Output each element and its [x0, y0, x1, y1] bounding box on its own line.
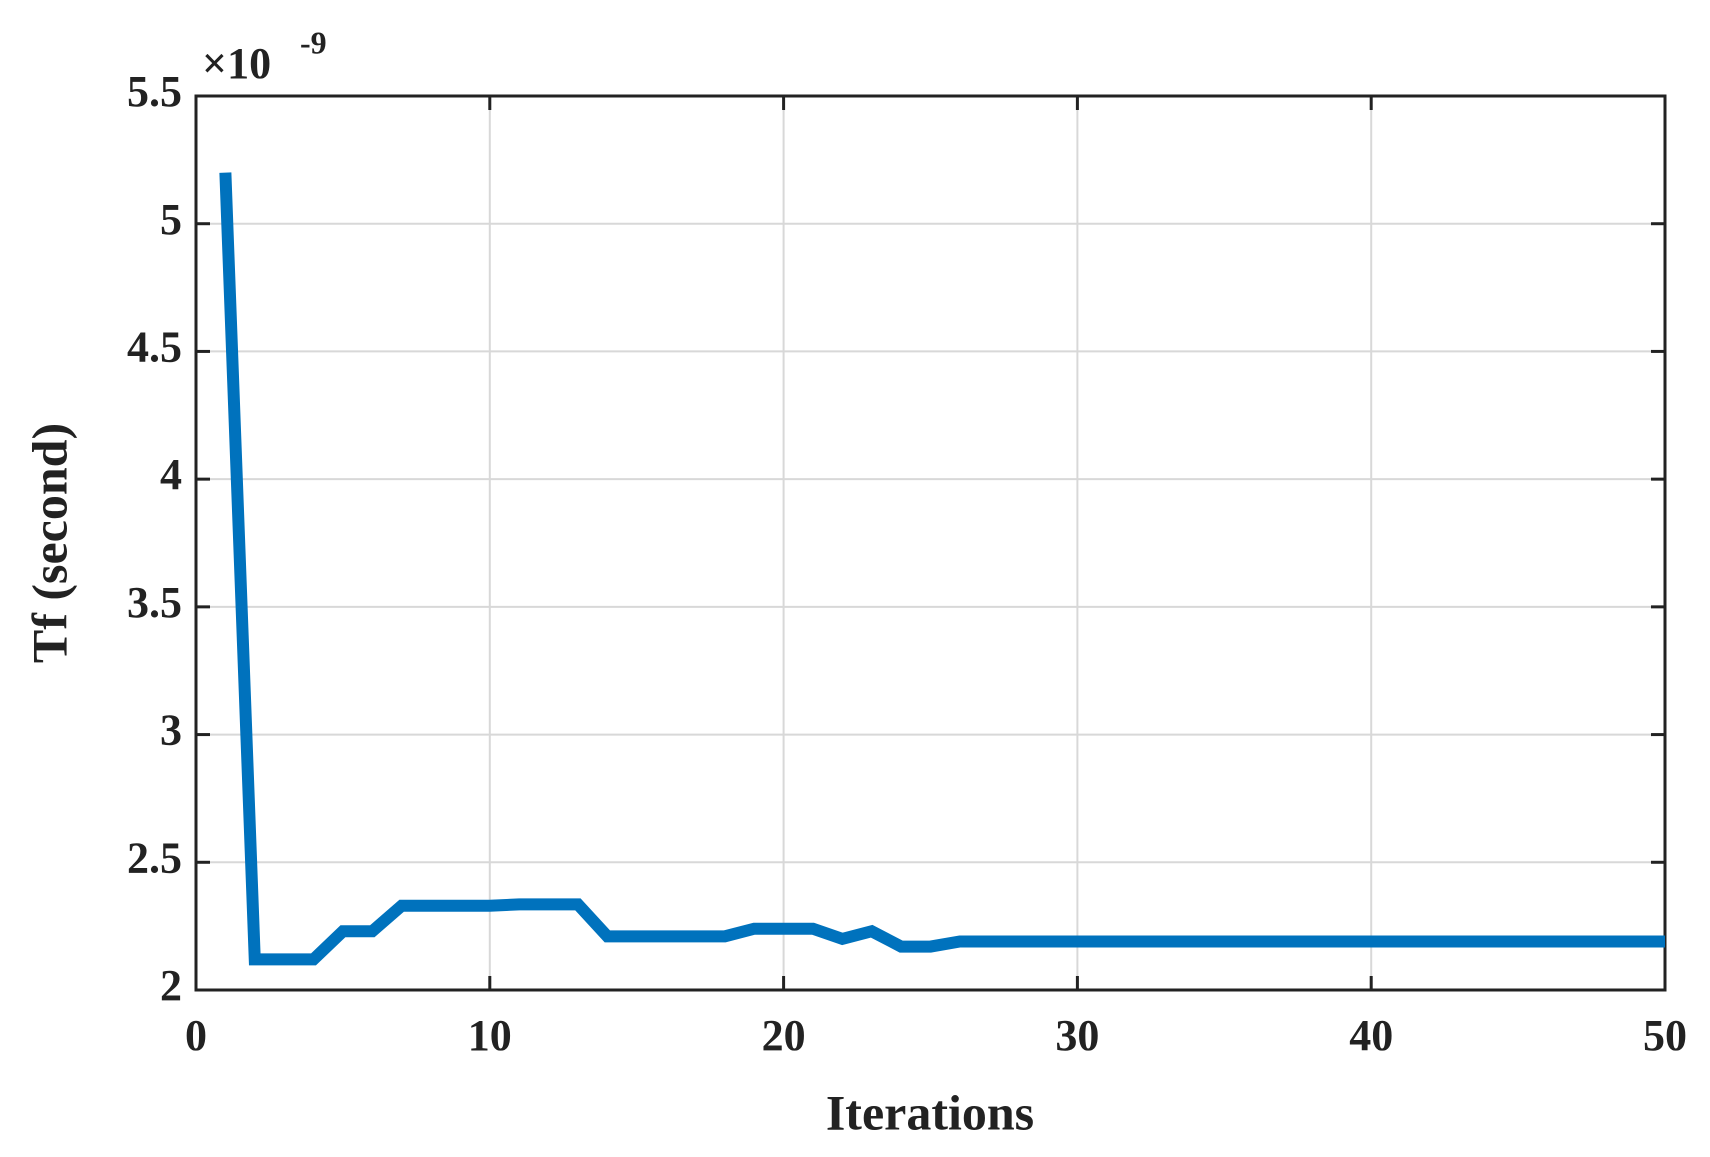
x-tick-label: 40: [1349, 1011, 1393, 1060]
x-tick-label: 20: [762, 1011, 806, 1060]
y-tick-label: 2.5: [127, 833, 182, 882]
y-exponent: -9: [300, 24, 327, 60]
x-tick-label: 30: [1055, 1011, 1099, 1060]
x-axis-label: Iterations: [826, 1084, 1034, 1140]
y-tick-label: 2: [160, 961, 182, 1010]
data-line: [219, 172, 1665, 966]
x-tick-label: 0: [185, 1011, 207, 1060]
y-tick-label: 4: [160, 450, 182, 499]
x-tick-label: 50: [1643, 1011, 1687, 1060]
x-tick-label: 10: [468, 1011, 512, 1060]
y-tick-label: 3: [160, 706, 182, 755]
y-tick-label: 5: [160, 195, 182, 244]
y-axis-label: Tf (second): [21, 423, 77, 663]
y-tick-label: 4.5: [127, 323, 182, 372]
y-tick-label: 3.5: [127, 578, 182, 627]
plot-frame: [194, 94, 1667, 992]
y-multiplier: ×10: [202, 39, 271, 88]
y-tick-label: 5.5: [127, 67, 182, 116]
